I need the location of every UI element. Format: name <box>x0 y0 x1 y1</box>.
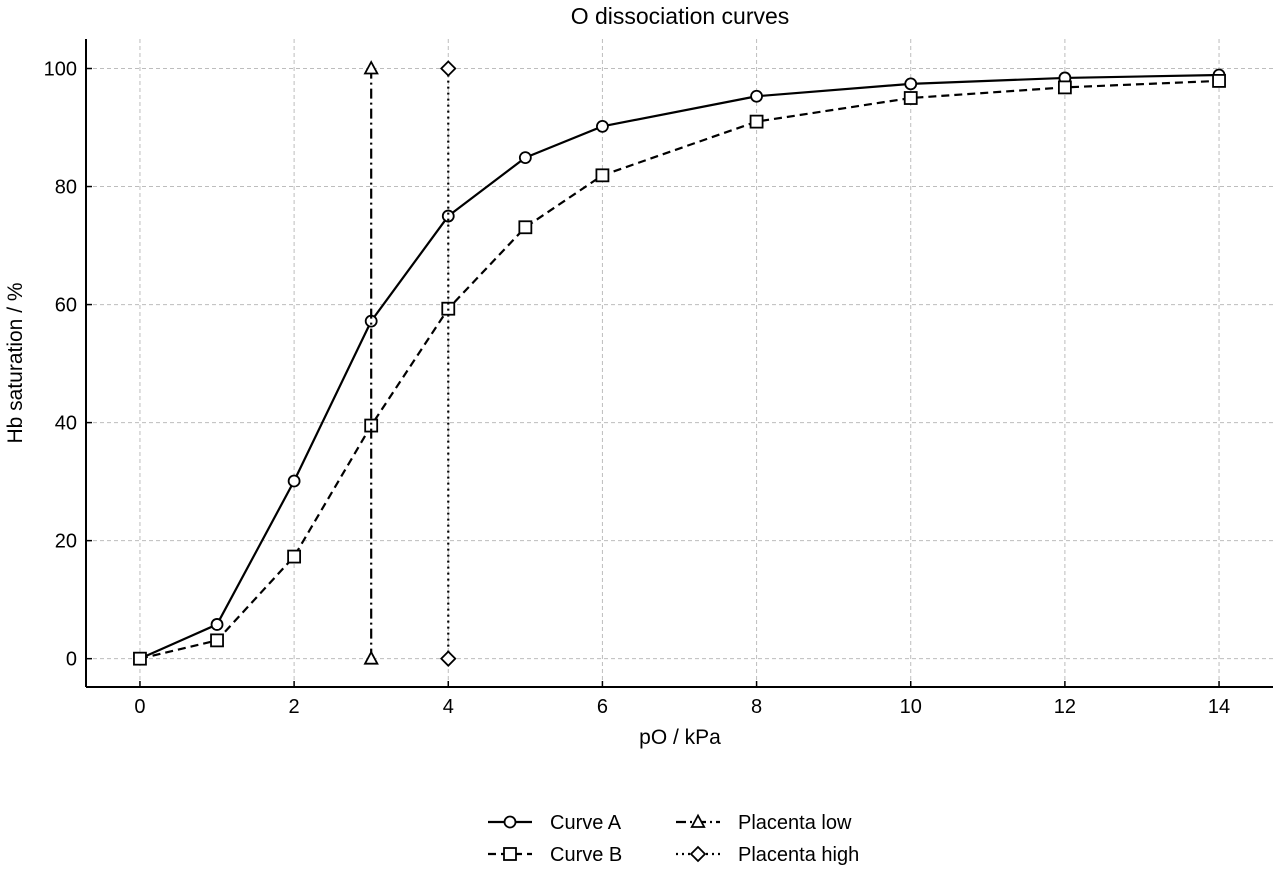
series-2 <box>133 74 1226 666</box>
data-point <box>750 89 763 103</box>
legend-marker <box>690 813 706 828</box>
x-tick-label: 12 <box>1054 696 1076 718</box>
data-point <box>903 91 918 105</box>
legend-marker <box>503 847 517 861</box>
legend-label: Curve A <box>550 812 622 834</box>
series-line <box>139 79 1220 660</box>
x-tick-label: 4 <box>443 696 454 718</box>
data-point <box>1057 80 1072 95</box>
legend-label: Placenta high <box>738 844 859 866</box>
data-point <box>441 209 455 223</box>
x-tick-label: 0 <box>134 696 145 718</box>
x-tick-label: 10 <box>900 696 922 718</box>
y-tick-label: 60 <box>55 295 77 317</box>
series-group <box>133 60 1226 667</box>
data-point <box>210 633 224 648</box>
series-line <box>139 73 1220 660</box>
data-point <box>363 60 379 75</box>
series-3 <box>363 60 379 665</box>
data-point <box>749 114 764 129</box>
y-axis-title: Hb saturation / % <box>4 282 27 443</box>
data-point <box>518 151 532 165</box>
data-point <box>518 220 533 235</box>
x-tick-label: 2 <box>289 696 300 718</box>
y-axis-ticks: 0 20 40 60 80 100 <box>44 59 92 671</box>
y-tick-label: 40 <box>55 413 77 435</box>
data-point <box>596 119 609 133</box>
data-point <box>210 618 224 631</box>
data-point <box>439 60 457 77</box>
chart-title: O dissociation curves <box>571 3 790 29</box>
y-tick-label: 20 <box>55 531 77 553</box>
axes <box>85 39 1273 688</box>
legend: Curve A Curve B Placenta low Placenta high <box>488 812 859 866</box>
y-tick-label: 100 <box>44 59 77 81</box>
x-axis-title: pO / kPa <box>639 726 721 749</box>
x-tick-label: 14 <box>1208 696 1230 718</box>
series-1 <box>133 68 1226 666</box>
legend-label: Placenta low <box>738 812 852 834</box>
legend-entry: Placenta high <box>676 844 859 866</box>
series-4 <box>439 60 457 667</box>
data-point <box>439 650 457 667</box>
data-point <box>133 651 147 666</box>
legend-marker <box>503 815 517 829</box>
legend-label: Curve B <box>550 844 622 866</box>
data-point <box>1212 74 1226 88</box>
data-point <box>287 549 302 564</box>
data-point <box>363 650 379 665</box>
data-point <box>904 77 918 91</box>
legend-entry: Curve A <box>488 812 622 834</box>
data-point <box>287 474 301 488</box>
x-tick-label: 6 <box>597 696 608 718</box>
legend-entry: Curve B <box>488 844 622 866</box>
legend-marker <box>689 845 707 863</box>
grid <box>86 39 1273 687</box>
y-tick-label: 80 <box>55 177 77 199</box>
x-tick-label: 8 <box>751 696 762 718</box>
legend-entry: Placenta low <box>676 812 852 834</box>
y-tick-label: 0 <box>66 649 77 671</box>
x-axis-ticks: 0 2 4 6 8 10 12 14 <box>134 681 1230 718</box>
data-point <box>595 168 610 183</box>
